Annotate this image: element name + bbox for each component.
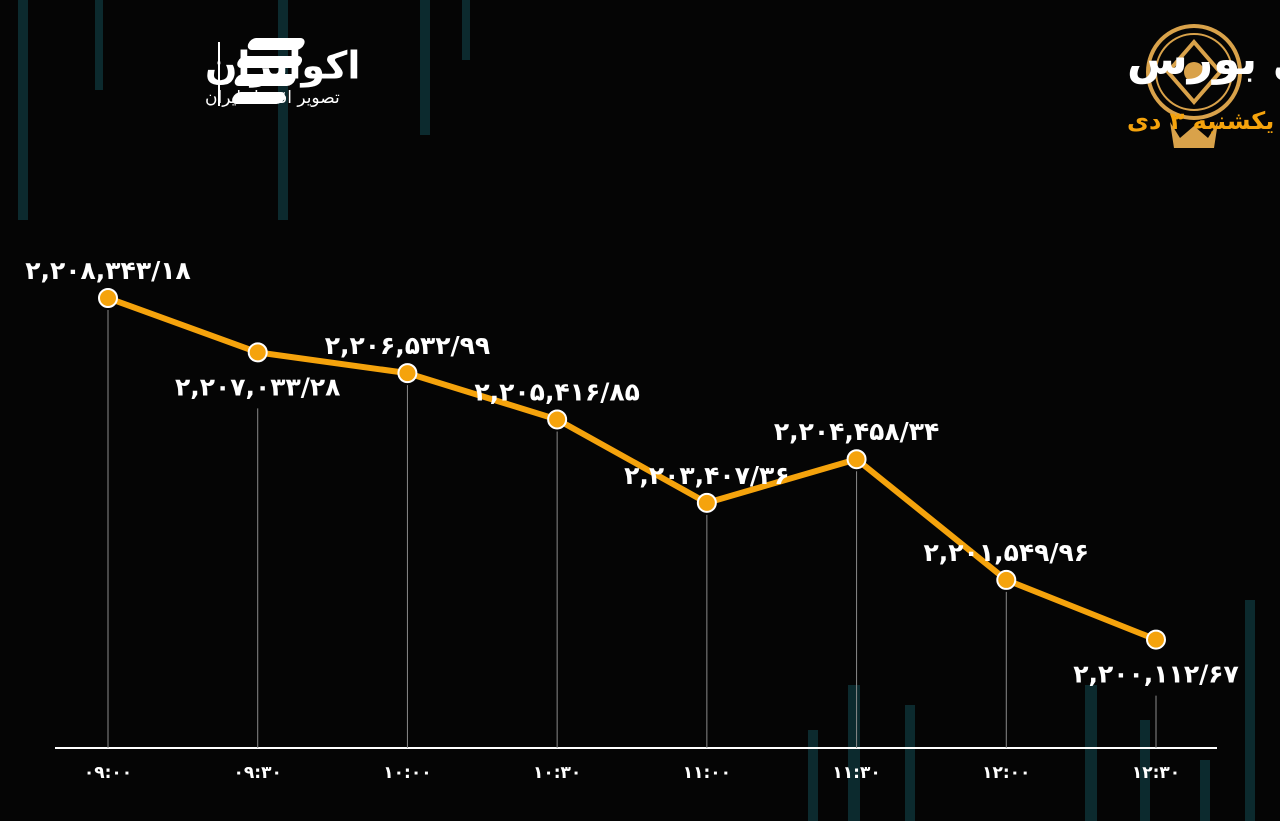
brand-tagline: تصویر اقتصاد ایران [205, 88, 340, 108]
data-label: ۲,۲۰۰,۱۱۲/۶۷ [1073, 660, 1238, 689]
line [106, 295, 1158, 643]
background-decoration [18, 0, 1255, 821]
point [1146, 629, 1166, 650]
data-label: ۲,۲۰۱,۵۴۹/۹۶ [924, 538, 1089, 567]
point [247, 342, 268, 363]
x-tick-label: ۱۲:۳۰ [1132, 763, 1180, 783]
x-tick-label: ۱۰:۰۰ [383, 763, 431, 783]
point [996, 569, 1017, 590]
logo: اکوایران تصویر اقتصاد ایران [205, 38, 360, 108]
data-label: ۲,۲۰۴,۴۵۸/۳۴ [774, 417, 939, 446]
emblem [1146, 24, 1242, 148]
x-tick-label: ۱۱:۳۰ [832, 763, 880, 783]
point [98, 288, 118, 309]
point [547, 409, 568, 430]
brand-name: اکوایران [205, 44, 360, 88]
data-label: ۲,۲۰۷,۰۳۳/۲۸ [175, 372, 340, 401]
point [696, 492, 717, 513]
chart-subtitle: یکشنبه ۳ دی [1127, 107, 1274, 135]
data-label: ۲,۲۰۶,۵۳۲/۹۹ [325, 331, 490, 360]
data-label: ۲,۲۰۸,۳۴۳/۱۸ [25, 256, 190, 285]
x-tick-label: ۰۹:۰۰ [84, 763, 132, 783]
x-tick-label: ۱۰:۳۰ [533, 763, 581, 783]
point [846, 449, 867, 470]
x-tick-label: ۱۲:۰۰ [982, 763, 1030, 783]
point [397, 363, 418, 384]
chart-title: روند شاخص کل بورس [1127, 34, 1280, 85]
data-label: ۲,۲۰۵,۴۱۶/۸۵ [474, 377, 639, 406]
x-tick-label: ۰۹:۳۰ [234, 763, 282, 783]
x-tick-label: ۱۱:۰۰ [683, 763, 731, 783]
data-label: ۲,۲۰۳,۴۰۷/۳۶ [624, 461, 789, 490]
